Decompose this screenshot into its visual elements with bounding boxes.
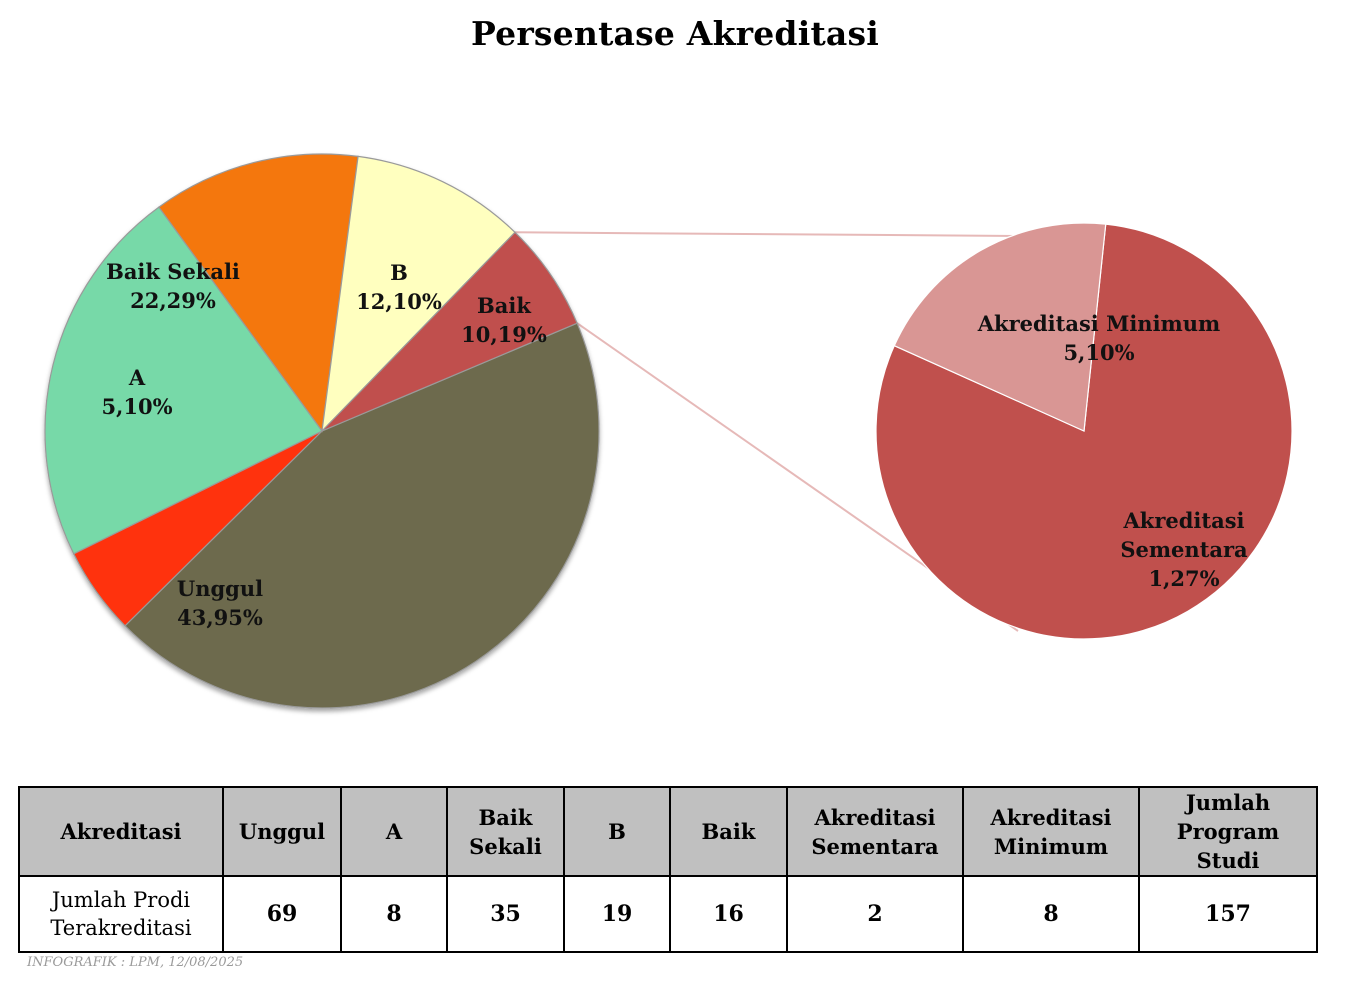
table-header-cell: B xyxy=(563,786,671,877)
slice-label-akreditasi-minimum: Akreditasi Minimum 5,10% xyxy=(977,311,1221,365)
main-pie xyxy=(44,153,600,709)
table-cell: 35 xyxy=(446,875,565,953)
table-row-label: Jumlah Prodi Terakreditasi xyxy=(18,875,224,953)
pie-slice-b xyxy=(158,153,359,433)
table-header-row: Akreditasi Unggul A Baik Sekali B Baik A… xyxy=(18,786,1318,877)
table-header-cell: Baik Sekali xyxy=(446,786,565,877)
table-cell: 2 xyxy=(786,875,964,953)
table-cell: 69 xyxy=(222,875,342,953)
breakout-slice-akreditasi-sementara xyxy=(893,222,1107,432)
table-cell: 8 xyxy=(962,875,1140,953)
chart-title: Persentase Akreditasi xyxy=(471,14,879,53)
slice-label-b: B 12,10% xyxy=(356,260,442,314)
pie-slice-baik xyxy=(321,155,516,433)
breakout-pie xyxy=(875,222,1293,640)
slice-label-unggul: Unggul 43,95% xyxy=(177,576,263,630)
table-cell: 8 xyxy=(340,875,448,953)
slice-label-a: A 5,10% xyxy=(101,365,172,419)
table-header-cell: Jumlah Program Studi xyxy=(1138,786,1318,877)
slice-label-baik-sekali: Baik Sekali 22,29% xyxy=(106,259,240,313)
pie-slice-baik-sekali xyxy=(44,206,323,555)
pie-slice-unggul xyxy=(124,322,600,709)
table-header-cell: Akreditasi Minimum xyxy=(962,786,1140,877)
table-cell: 157 xyxy=(1138,875,1318,953)
pie-labels: Unggul 43,95% A 5,10% Baik Sekali 22,29% B 12,1… xyxy=(101,259,1248,630)
table-header-cell: Akreditasi Sementara xyxy=(786,786,964,877)
slice-label-akreditasi-sementara: Akreditasi Sementara 1,27% xyxy=(1120,508,1248,591)
accreditation-table: Akreditasi Unggul A Baik Sekali B Baik A… xyxy=(18,786,1318,953)
pie-slice-other xyxy=(321,231,578,432)
slice-label-baik: Baik 10,19% xyxy=(461,293,547,347)
table-header-cell: Akreditasi xyxy=(18,786,224,877)
pie-of-pie-chart: Unggul 43,95% A 5,10% Baik Sekali 22,29% B 12,1… xyxy=(44,153,1293,709)
connector-line-top xyxy=(514,231,1019,237)
table-header-cell: A xyxy=(340,786,448,877)
table-row: Jumlah Prodi Terakreditasi 69 8 35 19 16… xyxy=(18,875,1318,953)
table-cell: 19 xyxy=(563,875,671,953)
footnote: INFOGRAFIK : LPM, 12/08/2025 xyxy=(27,955,244,970)
table-header-cell: Baik xyxy=(669,786,788,877)
table-cell: 16 xyxy=(669,875,788,953)
table-header-cell: Unggul xyxy=(222,786,342,877)
